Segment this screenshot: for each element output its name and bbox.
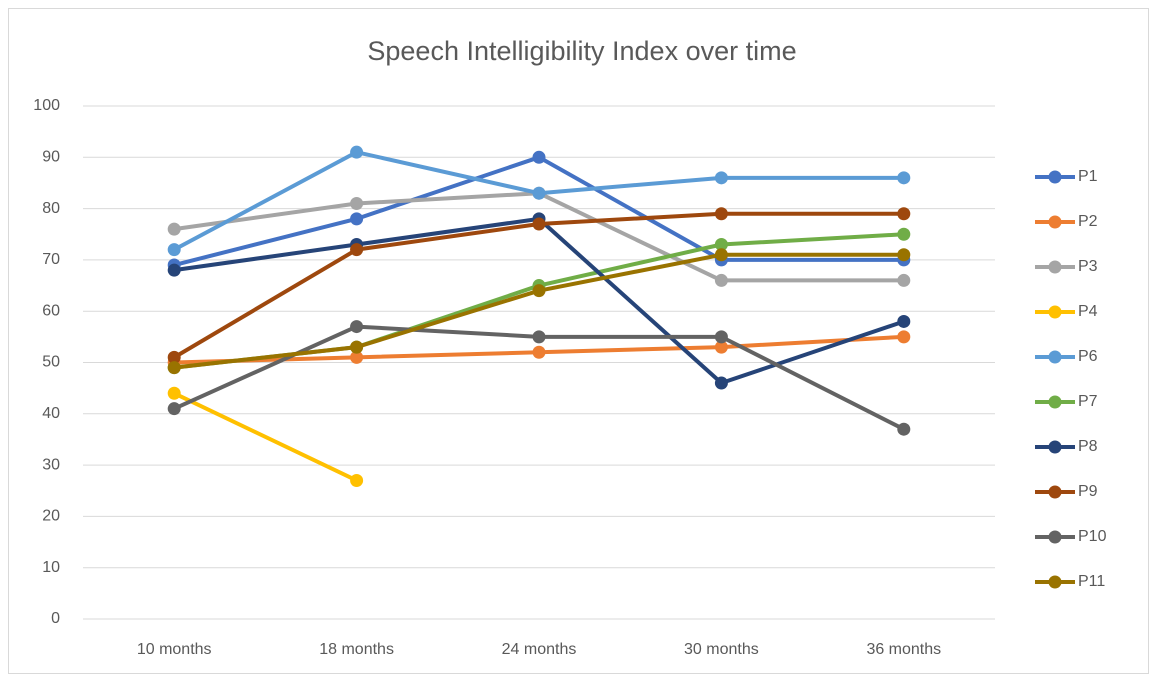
series-line [172, 391, 359, 483]
series-marker [897, 314, 911, 328]
chart-frame [8, 8, 1149, 674]
legend-label: P3 [1078, 258, 1098, 275]
y-tick-label: 90 [42, 149, 60, 166]
legend-marker [1048, 395, 1062, 409]
series-marker [532, 345, 546, 359]
legend-label: P6 [1078, 348, 1098, 365]
legend-label: P10 [1078, 528, 1107, 545]
series-marker [167, 402, 181, 416]
series-marker [532, 150, 546, 164]
series-marker [714, 376, 728, 390]
legend-label: P9 [1078, 483, 1098, 500]
series-marker [167, 361, 181, 375]
legend-marker [1048, 350, 1062, 364]
series-marker [714, 207, 728, 221]
series-marker [532, 330, 546, 344]
series-marker [532, 186, 546, 200]
series-marker [897, 248, 911, 262]
y-tick-label: 20 [42, 508, 60, 525]
legend-label: P2 [1078, 213, 1098, 230]
series-marker [714, 238, 728, 252]
series-marker [897, 207, 911, 221]
series-marker [167, 243, 181, 257]
series-marker [350, 196, 364, 210]
x-tick-label: 18 months [319, 641, 394, 658]
series-marker [167, 263, 181, 277]
series-marker [714, 248, 728, 262]
legend-marker [1048, 530, 1062, 544]
x-tick-label: 36 months [866, 641, 941, 658]
y-tick-label: 40 [42, 405, 60, 422]
x-tick-label: 10 months [137, 641, 212, 658]
legend-marker [1048, 260, 1062, 274]
chart-title: Speech Intelligibility Index over time [367, 36, 796, 66]
series-marker [532, 284, 546, 298]
series-marker [167, 386, 181, 400]
series-marker [167, 350, 181, 364]
series-marker [897, 171, 911, 185]
series-marker [532, 217, 546, 231]
legend-label: P1 [1078, 168, 1098, 185]
series-marker [350, 243, 364, 257]
legend-marker [1048, 575, 1062, 589]
legend-marker [1048, 215, 1062, 229]
series-marker [350, 350, 364, 364]
series-marker [350, 320, 364, 334]
y-tick-label: 100 [33, 97, 60, 114]
series-marker [167, 222, 181, 236]
y-tick-label: 80 [42, 200, 60, 217]
series-marker [350, 145, 364, 159]
legend-marker [1048, 305, 1062, 319]
legend-label: P8 [1078, 438, 1098, 455]
series-marker [714, 273, 728, 287]
y-tick-label: 30 [42, 456, 60, 473]
series-marker [350, 340, 364, 354]
y-tick-label: 0 [51, 610, 60, 627]
x-tick-label: 30 months [684, 641, 759, 658]
series-marker [350, 212, 364, 226]
series-marker [350, 473, 364, 487]
series-marker [714, 171, 728, 185]
legend-marker [1048, 170, 1062, 184]
legend-marker [1048, 440, 1062, 454]
series-marker [897, 273, 911, 287]
y-tick-label: 60 [42, 302, 60, 319]
series-marker [714, 340, 728, 354]
legend-label: P11 [1078, 573, 1105, 590]
legend-label: P7 [1078, 393, 1098, 410]
series-marker [714, 330, 728, 344]
y-tick-label: 70 [42, 251, 60, 268]
series-marker [897, 227, 911, 241]
y-tick-label: 10 [42, 559, 60, 576]
legend-label: P4 [1078, 303, 1098, 320]
y-tick-label: 50 [42, 354, 60, 371]
legend-marker [1048, 485, 1062, 499]
x-tick-label: 24 months [502, 641, 577, 658]
series-marker [897, 422, 911, 436]
series-marker [897, 330, 911, 344]
